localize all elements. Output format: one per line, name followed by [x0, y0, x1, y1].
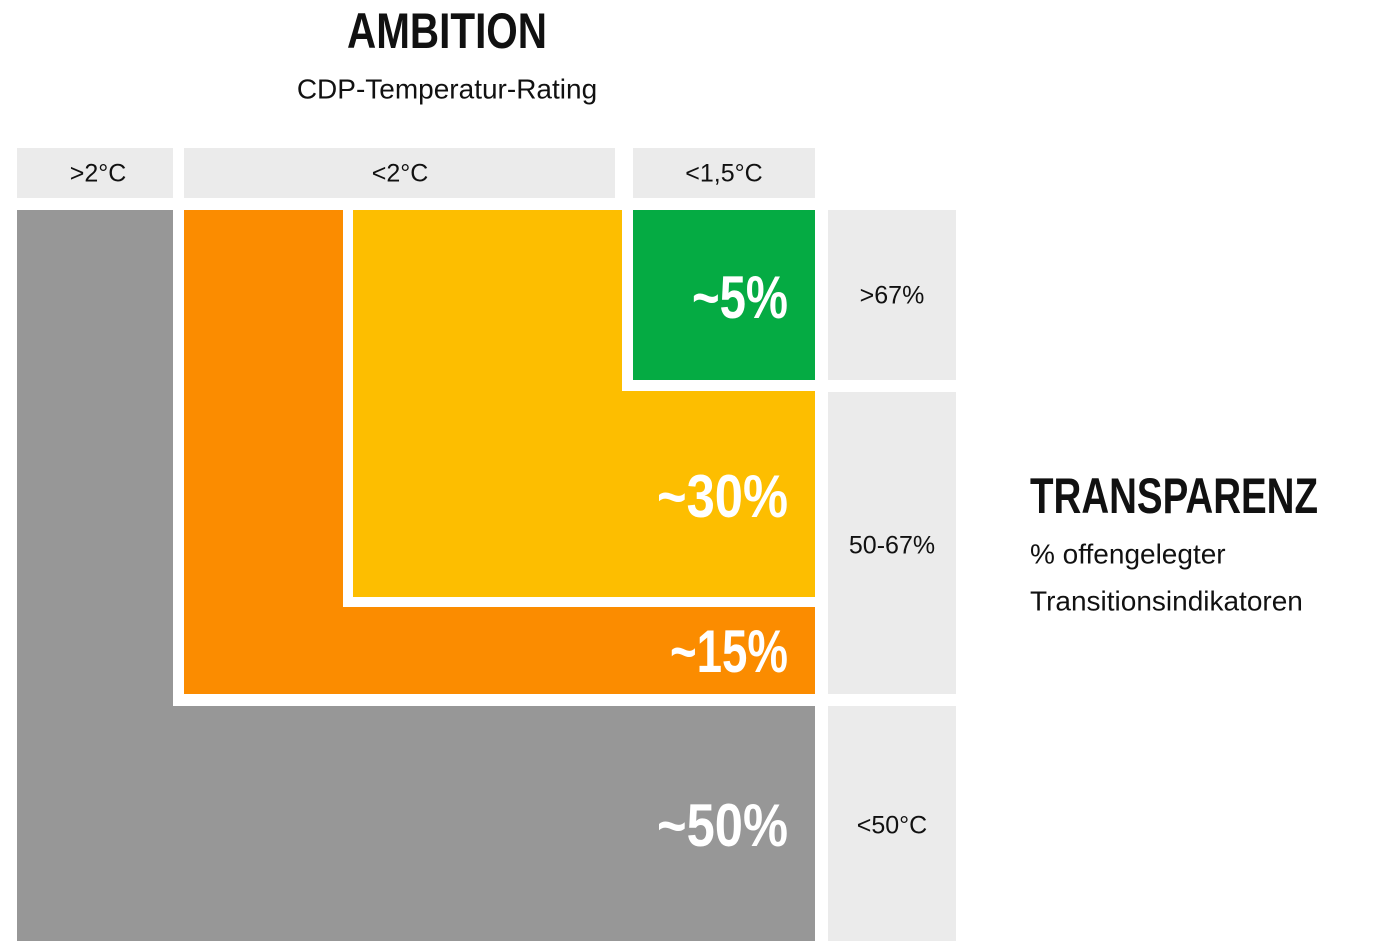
column-header-box: [184, 148, 615, 198]
segment-label: ~50%: [657, 792, 788, 859]
side-title: TRANSPARENZ: [1030, 468, 1318, 524]
row-header-box: [828, 706, 956, 941]
segment-label: ~5%: [692, 264, 788, 331]
side-line: % offengelegter: [1030, 538, 1226, 569]
row-header-box: [828, 392, 956, 694]
row-header: 50-67%: [849, 532, 935, 560]
row-header: <50°C: [857, 812, 927, 840]
segment-label: ~15%: [670, 618, 788, 685]
column-header: >2°C: [70, 160, 127, 188]
row-header-box: [828, 210, 956, 380]
segment-label: ~30%: [657, 463, 788, 530]
column-header-box: [17, 148, 173, 198]
column-header: <2°C: [372, 160, 429, 188]
title: AMBITION: [347, 3, 547, 59]
column-header: <1,5°C: [685, 160, 762, 188]
row-header: >67%: [860, 282, 925, 310]
green-area: [633, 210, 815, 380]
subtitle: CDP-Temperatur-Rating: [297, 73, 597, 104]
side-line: Transitionsindikatoren: [1030, 585, 1303, 616]
column-header-box: [633, 148, 815, 198]
